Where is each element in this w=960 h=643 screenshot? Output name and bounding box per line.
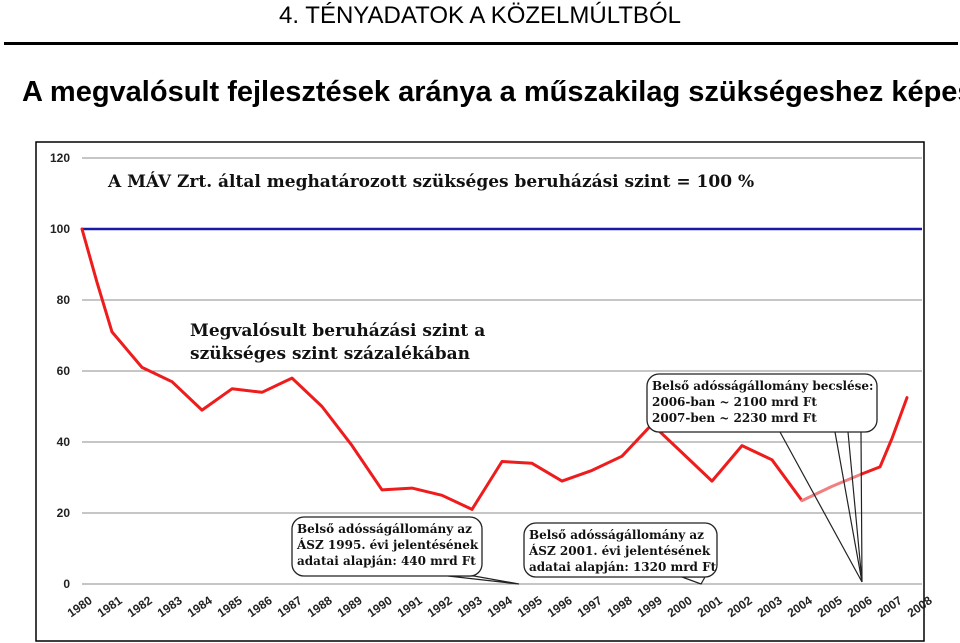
y-tick-20: 20 [57,506,71,520]
y-tick-40: 40 [57,435,71,449]
callout-line: Belső adósságállomány az [297,522,472,536]
callout-box [291,516,483,577]
series-line-3 [860,396,909,476]
y-tick-80: 80 [57,293,71,307]
series-line-1 [80,227,804,511]
callout-line: 2007-ben ~ 2230 mrd Ft [652,411,817,425]
y-tick-0: 0 [63,577,70,591]
callout-line: Belső adósságállomány becslése: [652,379,873,393]
slide-heading: 4. TÉNYADATOK A KÖZELMÚLTBÓL [279,2,681,29]
y-tick-60: 60 [57,364,71,378]
callout-line: ÁSZ 2001. évi jelentésének [528,543,711,558]
callout-line: ÁSZ 1995. évi jelentésének [296,537,479,552]
callout-3: Belső adósságállomány becslése: 2006-ban … [646,373,878,583]
y-tick-labels: 0 20 40 60 80 100 120 [50,151,70,591]
y-tick-100: 100 [50,222,70,236]
title-divider [4,42,958,45]
callout-line: Belső adósságállomány az [529,528,704,542]
callout-line: 2006-ban ~ 2100 mrd Ft [652,395,817,409]
slide-subtitle: A megvalósult fejlesztések aránya a műsz… [22,76,960,108]
callout-box [646,373,878,433]
callout-box [523,522,718,578]
y-tick-120: 120 [50,151,70,165]
callout-pointer-2007 [847,431,863,583]
reference-line-label: A MÁV Zrt. által meghatározott szükséges… [107,171,754,192]
series-label-line-1: Megvalósult beruházási szint a [190,321,485,341]
series-label-line-2: szükséges szint százalékában [190,344,470,364]
callout-line: adatai alapján: 440 mrd Ft [297,554,476,568]
callout-line: adatai alapján: 1320 mrd Ft [529,560,717,574]
